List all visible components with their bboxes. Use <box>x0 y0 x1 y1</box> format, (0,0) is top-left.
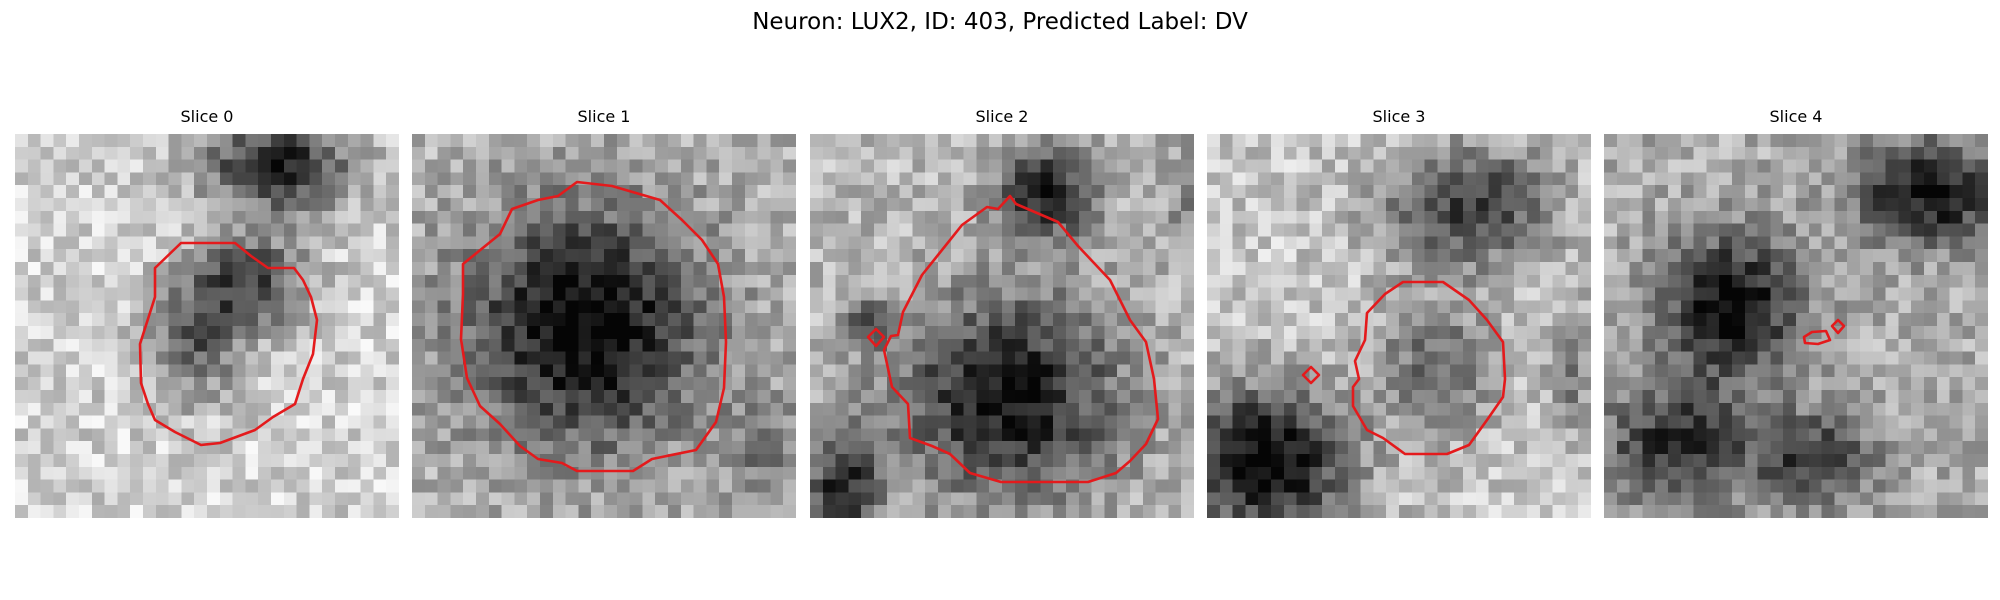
roi-contour <box>1802 329 1832 346</box>
slice-title-0: Slice 0 <box>180 107 234 126</box>
roi-contour-speck <box>1830 318 1846 335</box>
slice-title-1: Slice 1 <box>577 107 631 126</box>
slice-image-2 <box>810 134 1194 518</box>
roi-contour-speck <box>866 327 886 348</box>
roi-contour <box>1351 280 1507 456</box>
slice-image-3 <box>1207 134 1591 518</box>
slice-overlay-1 <box>459 180 728 473</box>
slice-image-1 <box>412 134 796 518</box>
slice-panel-1: Slice 1 <box>412 105 796 518</box>
roi-contour-speck <box>1301 365 1321 385</box>
slice-panel-0: Slice 0 <box>15 105 399 518</box>
slice-overlay-2 <box>866 194 1160 484</box>
slice-title-3: Slice 3 <box>1372 107 1426 126</box>
slice-panel-2: Slice 2 <box>810 105 1194 518</box>
roi-contour <box>882 194 1160 484</box>
slice-panel-3: Slice 3 <box>1207 105 1591 518</box>
slice-overlay-3 <box>1301 280 1507 456</box>
slice-overlay-0 <box>138 241 319 447</box>
slice-image-0 <box>15 134 399 518</box>
slice-title-4: Slice 4 <box>1769 107 1823 126</box>
roi-contour <box>138 241 319 447</box>
slice-overlay-4 <box>1802 318 1846 346</box>
roi-contour <box>459 180 728 473</box>
slice-title-2: Slice 2 <box>975 107 1029 126</box>
figure-title: Neuron: LUX2, ID: 403, Predicted Label: … <box>752 9 1248 35</box>
slice-image-4 <box>1604 134 1988 518</box>
slice-panel-4: Slice 4 <box>1604 105 1988 518</box>
